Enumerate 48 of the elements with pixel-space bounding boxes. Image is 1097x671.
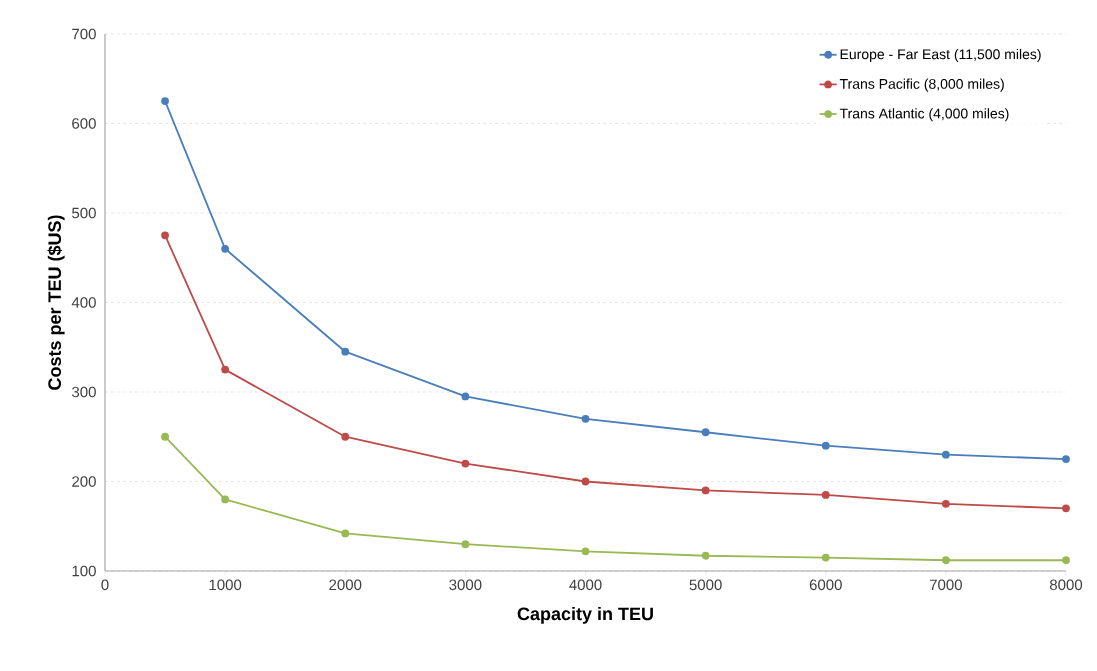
point bbox=[161, 231, 169, 240]
x-tick-label: 6000 bbox=[809, 579, 842, 591]
legend-label: Europe - Far East (11,500 miles) bbox=[840, 48, 1041, 62]
y-tick-label: 500 bbox=[72, 207, 96, 219]
point bbox=[161, 97, 169, 106]
x-tick-label: 4000 bbox=[569, 579, 602, 591]
point bbox=[701, 551, 710, 560]
y-tick-label: 400 bbox=[71, 297, 96, 308]
point bbox=[221, 244, 230, 253]
x-axis-title: Capacity in TEU bbox=[517, 607, 653, 624]
point bbox=[341, 529, 350, 538]
x-tick-label: 1000 bbox=[209, 579, 242, 591]
point bbox=[581, 414, 590, 423]
x-tick-label: 3000 bbox=[449, 579, 482, 591]
point bbox=[1062, 556, 1070, 565]
legend-label: Trans Atlantic (4,000 miles) bbox=[839, 108, 1009, 122]
point bbox=[461, 459, 470, 468]
point bbox=[581, 477, 590, 486]
point bbox=[1062, 504, 1070, 513]
x-tick-label: 2000 bbox=[329, 579, 362, 591]
y-tick-label: 600 bbox=[72, 118, 96, 129]
x-tick-label: 8000 bbox=[1049, 579, 1083, 591]
y-tick-label: 300 bbox=[72, 386, 96, 398]
y-tick-label: 200 bbox=[72, 476, 96, 487]
point bbox=[941, 450, 950, 459]
x-tick-label: 0 bbox=[101, 579, 109, 591]
point bbox=[1062, 455, 1070, 464]
point bbox=[581, 547, 590, 556]
legend-label: Trans Pacific (8,000 miles) bbox=[839, 78, 1004, 92]
x-tick-label: 5000 bbox=[689, 579, 722, 591]
y-tick-label: 100 bbox=[72, 565, 96, 577]
point bbox=[461, 540, 470, 549]
point bbox=[821, 553, 830, 562]
point bbox=[161, 432, 169, 441]
y-axis-title: Costs per TEU ($US) bbox=[47, 215, 65, 390]
point bbox=[221, 495, 230, 504]
point bbox=[941, 556, 950, 565]
point bbox=[821, 491, 830, 499]
point bbox=[701, 428, 710, 437]
point bbox=[341, 347, 350, 356]
x-tick-label: 7000 bbox=[929, 579, 962, 591]
y-tick-label: 700 bbox=[72, 28, 96, 40]
point bbox=[341, 432, 350, 441]
point bbox=[461, 392, 470, 401]
point bbox=[941, 499, 950, 508]
point bbox=[821, 441, 830, 450]
point bbox=[701, 486, 710, 495]
point bbox=[221, 365, 230, 374]
